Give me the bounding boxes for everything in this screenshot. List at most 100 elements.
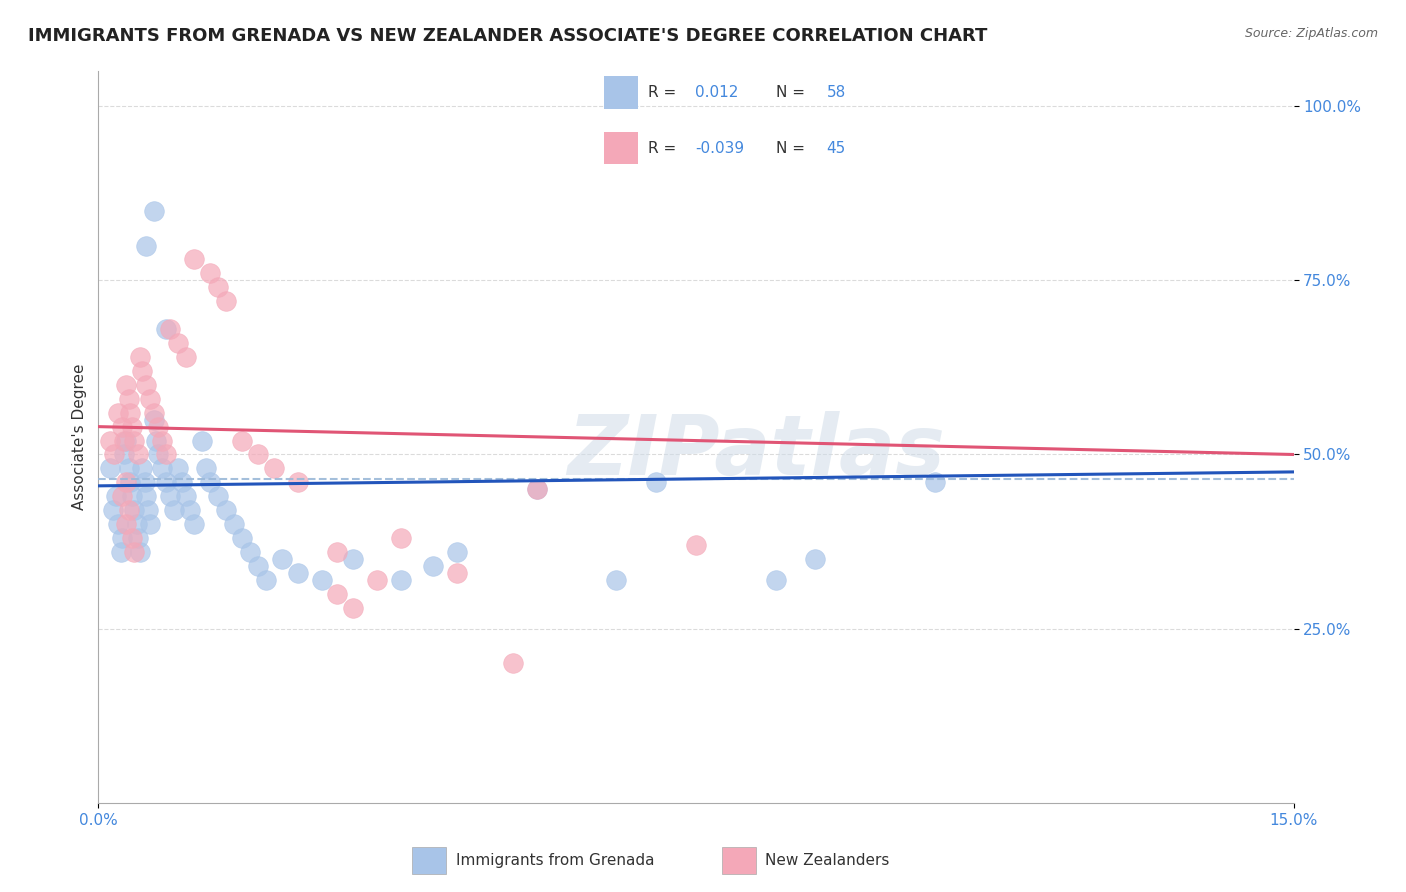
Point xyxy=(183,252,205,267)
Point xyxy=(101,503,124,517)
Point xyxy=(366,573,388,587)
Point xyxy=(342,600,364,615)
Point xyxy=(148,448,170,462)
Point xyxy=(246,448,269,462)
Point xyxy=(112,434,135,448)
Point xyxy=(198,475,221,490)
Point xyxy=(115,377,138,392)
Point xyxy=(128,350,150,364)
Point xyxy=(115,475,138,490)
Point xyxy=(107,406,129,420)
Point xyxy=(207,280,229,294)
FancyBboxPatch shape xyxy=(605,77,638,109)
Point xyxy=(139,517,162,532)
Text: -0.039: -0.039 xyxy=(695,141,744,156)
Text: 58: 58 xyxy=(827,85,846,100)
Text: IMMIGRANTS FROM GRENADA VS NEW ZEALANDER ASSOCIATE'S DEGREE CORRELATION CHART: IMMIGRANTS FROM GRENADA VS NEW ZEALANDER… xyxy=(28,27,987,45)
Text: 0.012: 0.012 xyxy=(695,85,738,100)
Point xyxy=(127,448,149,462)
Point xyxy=(239,545,262,559)
Point xyxy=(645,475,668,490)
Point xyxy=(924,475,946,490)
Point xyxy=(287,566,309,580)
Point xyxy=(326,587,349,601)
Point xyxy=(167,461,190,475)
Point xyxy=(150,461,173,475)
Point xyxy=(155,448,177,462)
Point xyxy=(287,475,309,490)
Point xyxy=(198,266,221,280)
Point xyxy=(118,461,141,475)
Point xyxy=(143,406,166,420)
Point xyxy=(112,448,135,462)
Point xyxy=(120,475,142,490)
Point xyxy=(124,434,146,448)
Point xyxy=(389,573,412,587)
Point xyxy=(446,566,468,580)
Point xyxy=(125,517,148,532)
Point xyxy=(804,552,827,566)
Point xyxy=(215,294,238,309)
Point xyxy=(111,489,134,503)
Point xyxy=(131,364,153,378)
Text: 45: 45 xyxy=(827,141,846,156)
Point xyxy=(143,203,166,218)
Point xyxy=(131,461,153,475)
Point xyxy=(446,545,468,559)
Point xyxy=(526,483,548,497)
Point xyxy=(111,419,134,434)
Text: N =: N = xyxy=(776,85,810,100)
FancyBboxPatch shape xyxy=(605,132,638,164)
Text: ZIPatlas: ZIPatlas xyxy=(567,411,945,492)
Point xyxy=(246,558,269,573)
Point xyxy=(167,336,190,351)
Point xyxy=(118,503,141,517)
Point xyxy=(155,475,177,490)
Point xyxy=(124,503,146,517)
Point xyxy=(118,392,141,406)
Point xyxy=(134,475,156,490)
Point xyxy=(127,531,149,545)
Point xyxy=(207,489,229,503)
Point xyxy=(163,503,186,517)
Point xyxy=(135,377,157,392)
Point xyxy=(270,552,292,566)
Text: Immigrants from Grenada: Immigrants from Grenada xyxy=(456,854,654,868)
Point xyxy=(150,434,173,448)
Point xyxy=(174,350,197,364)
Point xyxy=(121,419,143,434)
Point xyxy=(191,434,214,448)
Point xyxy=(263,461,285,475)
Point xyxy=(135,489,157,503)
Point xyxy=(311,573,333,587)
Point xyxy=(120,406,142,420)
Point xyxy=(326,545,349,559)
Point xyxy=(111,531,134,545)
Point xyxy=(526,483,548,497)
Point xyxy=(254,573,277,587)
Point xyxy=(121,489,143,503)
Point xyxy=(685,538,707,552)
Point xyxy=(231,531,253,545)
Point xyxy=(136,503,159,517)
Point xyxy=(145,434,167,448)
Text: R =: R = xyxy=(648,85,681,100)
Point xyxy=(222,517,245,532)
Point xyxy=(172,475,194,490)
Point xyxy=(342,552,364,566)
Point xyxy=(174,489,197,503)
Point xyxy=(115,434,138,448)
Point xyxy=(231,434,253,448)
Text: Source: ZipAtlas.com: Source: ZipAtlas.com xyxy=(1244,27,1378,40)
Point xyxy=(104,489,127,503)
Point xyxy=(195,461,218,475)
Point xyxy=(155,322,177,336)
Point xyxy=(103,448,125,462)
Point xyxy=(605,573,627,587)
Point xyxy=(107,517,129,532)
Point xyxy=(139,392,162,406)
Point xyxy=(110,545,132,559)
Point xyxy=(179,503,201,517)
Point xyxy=(148,419,170,434)
Point xyxy=(98,461,122,475)
